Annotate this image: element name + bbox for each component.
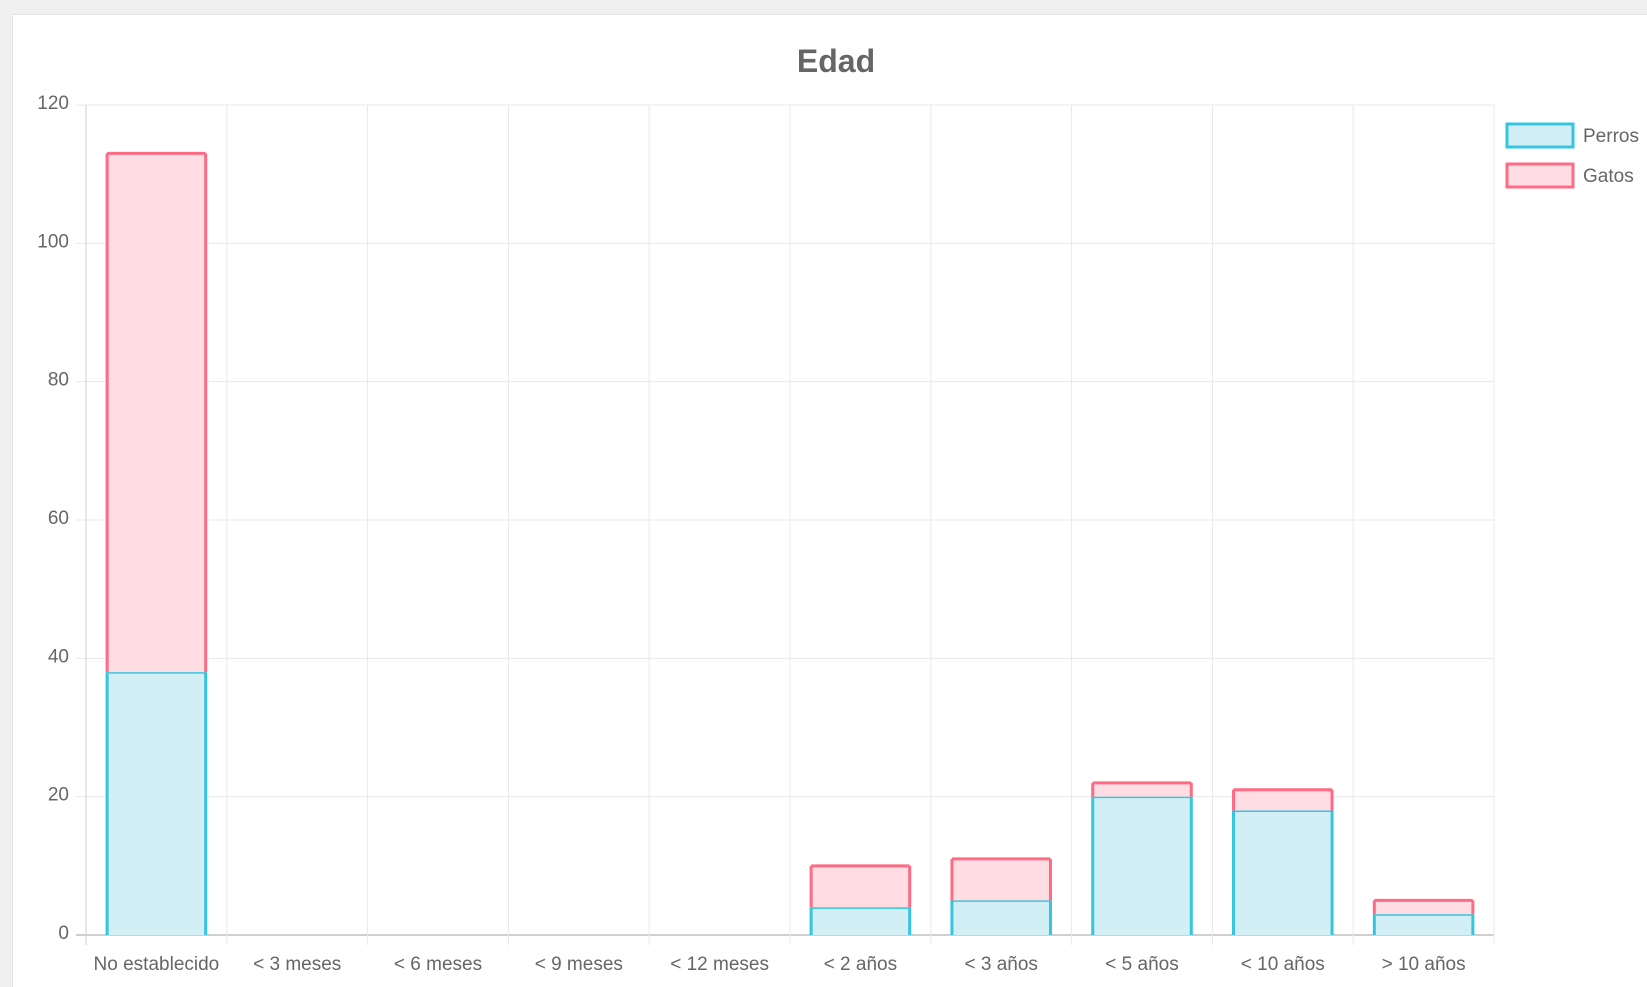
legend-label-perros[interactable]: Perros bbox=[1583, 126, 1639, 147]
y-tick-label: 40 bbox=[48, 646, 69, 667]
x-tick-label: < 10 años bbox=[1241, 954, 1325, 975]
x-tick-label: < 6 meses bbox=[394, 954, 482, 975]
x-tick-label: No establecido bbox=[94, 954, 220, 975]
bar-gatos-6 bbox=[951, 858, 1051, 901]
bars bbox=[105, 151, 1475, 935]
chart-title: Edad bbox=[797, 43, 875, 79]
legend-swatch-perros bbox=[1505, 122, 1575, 149]
legend-swatch-gatos bbox=[1505, 162, 1575, 189]
y-tick-label: 120 bbox=[37, 93, 69, 114]
legend[interactable]: Perros Gatos bbox=[1505, 122, 1639, 189]
x-tick-label: < 3 meses bbox=[253, 954, 341, 975]
bar-perros-9 bbox=[1374, 914, 1473, 935]
x-tick-label: < 2 años bbox=[824, 954, 897, 975]
x-axis-ticks: No establecido < 3 meses < 6 meses < 9 mese… bbox=[94, 954, 1466, 975]
bar-gatos-5 bbox=[811, 865, 910, 908]
y-tick-label: 80 bbox=[48, 370, 69, 391]
x-tick-label: < 9 meses bbox=[535, 954, 623, 975]
bar-perros-6 bbox=[951, 900, 1051, 935]
bar-perros-7 bbox=[1092, 796, 1192, 935]
x-tick-label: < 5 años bbox=[1105, 954, 1178, 975]
x-tick-label: < 3 años bbox=[964, 954, 1037, 975]
bar-gatos-9 bbox=[1374, 900, 1473, 915]
bar-gatos-8 bbox=[1233, 789, 1333, 811]
legend-label-gatos[interactable]: Gatos bbox=[1583, 166, 1634, 187]
bar-gatos-7 bbox=[1092, 782, 1192, 797]
y-tick-label: 20 bbox=[48, 785, 69, 806]
bar-perros-0 bbox=[107, 672, 206, 935]
bar-gatos-0 bbox=[107, 153, 206, 673]
y-tick-label: 60 bbox=[48, 508, 69, 529]
bar-perros-5 bbox=[811, 907, 910, 935]
bar-perros-8 bbox=[1233, 810, 1333, 935]
chart-panel bbox=[12, 14, 1647, 987]
y-axis-ticks: 0 20 40 60 80 100 120 bbox=[37, 93, 69, 944]
x-tick-label: > 10 años bbox=[1382, 954, 1466, 975]
x-tick-label: < 12 meses bbox=[670, 954, 769, 975]
y-tick-label: 0 bbox=[58, 923, 69, 944]
y-tick-label: 100 bbox=[37, 231, 69, 252]
